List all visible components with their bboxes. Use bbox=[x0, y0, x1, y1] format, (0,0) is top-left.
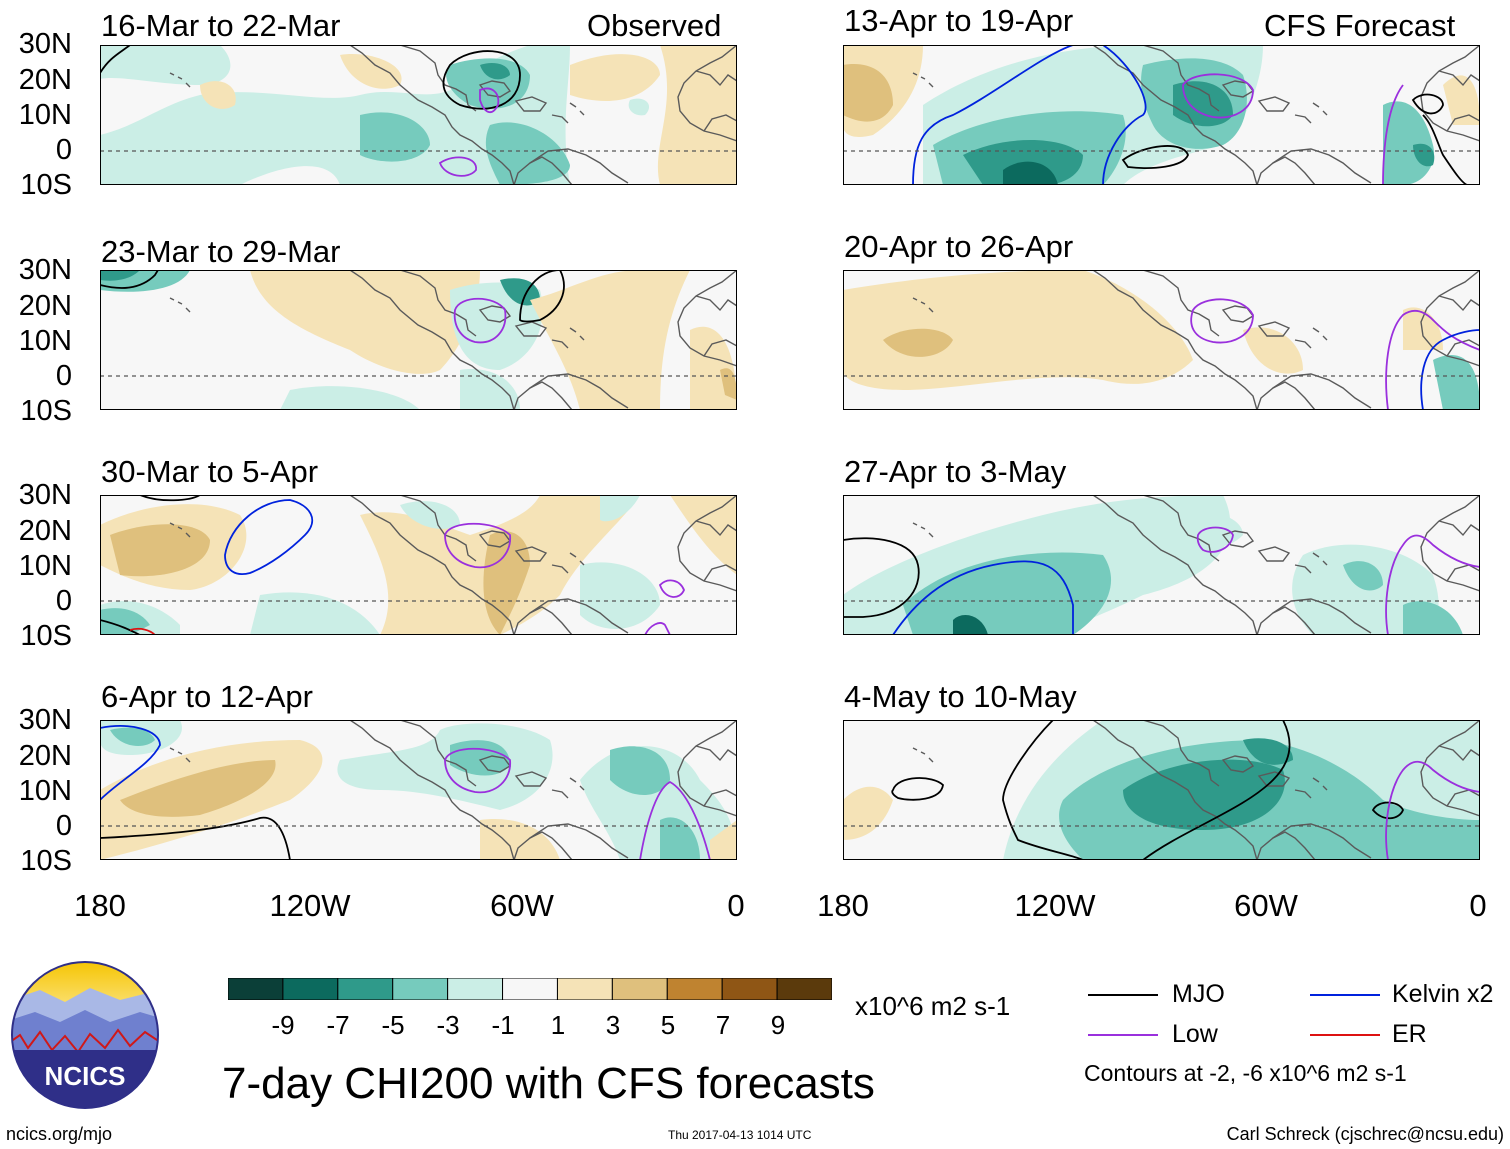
colorbar-swatch bbox=[556, 977, 613, 1001]
legend-low-label: Low bbox=[1172, 1020, 1218, 1048]
legend-er-label: ER bbox=[1392, 1020, 1427, 1048]
colorbar-tick: -1 bbox=[491, 1010, 515, 1040]
lon-label: 120W bbox=[269, 888, 351, 923]
lat-label: 0 bbox=[55, 360, 72, 392]
lon-label: 60W bbox=[1234, 888, 1298, 923]
ncics-logo: NCICS bbox=[10, 960, 160, 1110]
lon-label: 0 bbox=[1469, 888, 1487, 923]
map-panel-6-apr bbox=[100, 720, 737, 860]
colorbar-tick: -5 bbox=[381, 1010, 405, 1040]
panel-title-7: 27-Apr to 3-May bbox=[844, 454, 1067, 489]
colorbar-swatch bbox=[447, 977, 504, 1001]
lat-label: 10N bbox=[18, 99, 72, 131]
logo-text: NCICS bbox=[45, 1061, 126, 1091]
map-panel-16-mar bbox=[100, 45, 737, 185]
lat-label: 30N bbox=[18, 479, 72, 511]
colorbar-swatch bbox=[611, 977, 668, 1001]
lon-label: 180 bbox=[74, 888, 126, 923]
lat-label: 20N bbox=[18, 290, 72, 322]
panel-title-4: 6-Apr to 12-Apr bbox=[101, 679, 313, 714]
lat-label: 10S bbox=[20, 169, 72, 201]
colorbar-swatches bbox=[227, 977, 833, 1001]
map-panel-30-mar bbox=[100, 495, 737, 635]
colorbar-swatch bbox=[776, 977, 833, 1001]
colorbar-tick: 5 bbox=[660, 1010, 676, 1040]
lat-label: 30N bbox=[18, 704, 72, 736]
lat-label: 10S bbox=[20, 620, 72, 652]
colorbar-swatch bbox=[721, 977, 778, 1001]
legend-er-line bbox=[1310, 1034, 1380, 1036]
legend-low-line bbox=[1088, 1034, 1158, 1036]
legend-contours-note: Contours at -2, -6 x10^6 m2 s-1 bbox=[1084, 1060, 1407, 1086]
lat-label: 0 bbox=[55, 134, 72, 166]
map-panel-23-mar bbox=[100, 270, 737, 410]
lat-label: 10N bbox=[18, 775, 72, 807]
observed-header: Observed bbox=[587, 8, 722, 43]
colorbar-tick: 9 bbox=[770, 1010, 786, 1040]
colorbar-swatch bbox=[502, 977, 558, 1001]
lat-label: 20N bbox=[18, 515, 72, 547]
lon-label: 0 bbox=[727, 888, 745, 923]
colorbar-swatch bbox=[337, 977, 394, 1001]
lat-label: 30N bbox=[18, 28, 72, 60]
lat-label: 10N bbox=[18, 550, 72, 582]
lat-label: 0 bbox=[55, 810, 72, 842]
lat-label: 30N bbox=[18, 254, 72, 286]
lat-label: 0 bbox=[55, 585, 72, 617]
forecast-header: CFS Forecast bbox=[1264, 8, 1456, 43]
lat-label: 10N bbox=[18, 325, 72, 357]
footer-credit: Carl Schreck (cjschrec@ncsu.edu) bbox=[1226, 1124, 1504, 1144]
lat-label: 10S bbox=[20, 395, 72, 427]
legend-kelvin-line bbox=[1310, 994, 1380, 996]
lon-label: 120W bbox=[1014, 888, 1096, 923]
panel-title-5: 13-Apr to 19-Apr bbox=[844, 3, 1074, 38]
colorbar-swatch bbox=[227, 977, 284, 1001]
map-panel-27-apr bbox=[843, 495, 1480, 635]
panel-title-1: 16-Mar to 22-Mar bbox=[101, 8, 341, 43]
lat-label: 10S bbox=[20, 845, 72, 877]
map-panel-13-apr bbox=[843, 45, 1480, 185]
legend-mjo-line bbox=[1088, 994, 1158, 996]
lat-label: 20N bbox=[18, 740, 72, 772]
colorbar-swatch bbox=[282, 977, 339, 1001]
colorbar-tick: -3 bbox=[436, 1010, 460, 1040]
footer-url[interactable]: ncics.org/mjo bbox=[6, 1124, 113, 1144]
colorbar-tick: 7 bbox=[715, 1010, 731, 1040]
lon-label: 60W bbox=[490, 888, 554, 923]
map-panel-4-may bbox=[843, 720, 1480, 860]
colorbar-tick: -9 bbox=[271, 1010, 295, 1040]
colorbar bbox=[227, 977, 833, 1001]
map-panel-20-apr bbox=[843, 270, 1480, 410]
colorbar-tick: -7 bbox=[326, 1010, 350, 1040]
colorbar-tick: 3 bbox=[605, 1010, 621, 1040]
footer-timestamp: Thu 2017-04-13 1014 UTC bbox=[668, 1128, 812, 1142]
legend-mjo-label: MJO bbox=[1172, 980, 1225, 1008]
lat-label: 20N bbox=[18, 64, 72, 96]
colorbar-tick: 1 bbox=[550, 1010, 566, 1040]
panel-title-3: 30-Mar to 5-Apr bbox=[101, 454, 319, 489]
lon-label: 180 bbox=[817, 888, 869, 923]
panel-title-8: 4-May to 10-May bbox=[844, 679, 1077, 714]
legend-kelvin-label: Kelvin x2 bbox=[1392, 980, 1494, 1008]
colorbar-swatch bbox=[392, 977, 449, 1001]
panel-title-6: 20-Apr to 26-Apr bbox=[844, 229, 1074, 264]
panel-title-2: 23-Mar to 29-Mar bbox=[101, 234, 341, 269]
colorbar-swatch bbox=[666, 977, 723, 1001]
colorbar-unit: x10^6 m2 s-1 bbox=[855, 991, 1011, 1021]
main-title: 7-day CHI200 with CFS forecasts bbox=[222, 1059, 875, 1108]
